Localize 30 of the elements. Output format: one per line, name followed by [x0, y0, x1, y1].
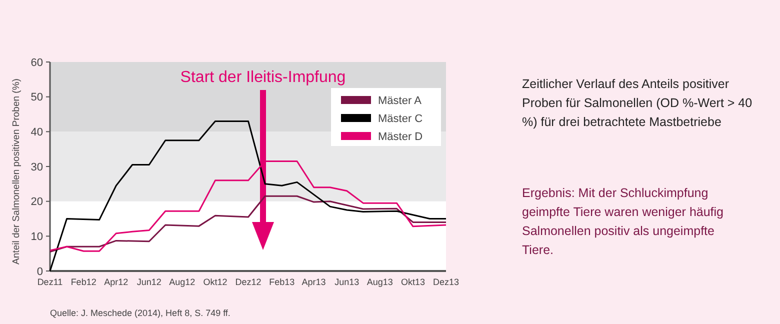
x-tick-label: Feb12 [70, 277, 96, 287]
x-tick-label: Aug12 [169, 277, 196, 287]
y-tick-label: 50 [30, 92, 43, 104]
y-tick-label: 30 [30, 161, 43, 174]
source-note: Quelle: J. Meschede (2014), Heft 8, S. 749 ff. [50, 308, 230, 318]
legend-label: Mäster D [378, 130, 423, 143]
x-tick-label: Apr13 [302, 277, 326, 287]
x-tick-label: Dez12 [235, 277, 262, 287]
x-tick-label: Aug13 [366, 277, 393, 287]
annotation: Start der Ileitis-Impfung [180, 69, 346, 86]
y-tick-label: 10 [30, 231, 43, 244]
x-tick-label: Dez13 [432, 277, 460, 287]
y-tick-label: 20 [30, 196, 43, 208]
line-series [49, 160, 447, 252]
y-axis-title: Anteil der Salmonellen positiven Proben (%) [11, 78, 22, 264]
text: Ergebnis: Mit der Schluckimpfung geimpfte Tiere waren weniger häufig Salmonellen positiv als ungeimpfte Tiere. [522, 186, 724, 257]
x-tick-label: Jun13 [334, 277, 360, 287]
x-tick-label: Dez11 [37, 277, 63, 287]
x-tick-label: Okt13 [400, 277, 425, 287]
legend-label: Mäster C [378, 112, 423, 125]
y-tick-label: 40 [30, 126, 43, 139]
x-tick-label: Feb13 [269, 277, 295, 287]
x-tick-label: Apr12 [104, 277, 128, 287]
x-tick-label: Jun12 [136, 277, 162, 287]
line-series [49, 195, 447, 253]
y-tick-label: 0 [36, 266, 43, 278]
text: Zeitlicher Verlauf des Anteils positiver Proben für Salmonellen (OD %-Wert > 40 %) für drei betrachtete Mastbetriebe [522, 77, 752, 129]
x-tick-label: Okt12 [203, 277, 228, 287]
y-tick-label: 60 [30, 56, 43, 69]
legend-label: Mäster A [378, 94, 422, 107]
